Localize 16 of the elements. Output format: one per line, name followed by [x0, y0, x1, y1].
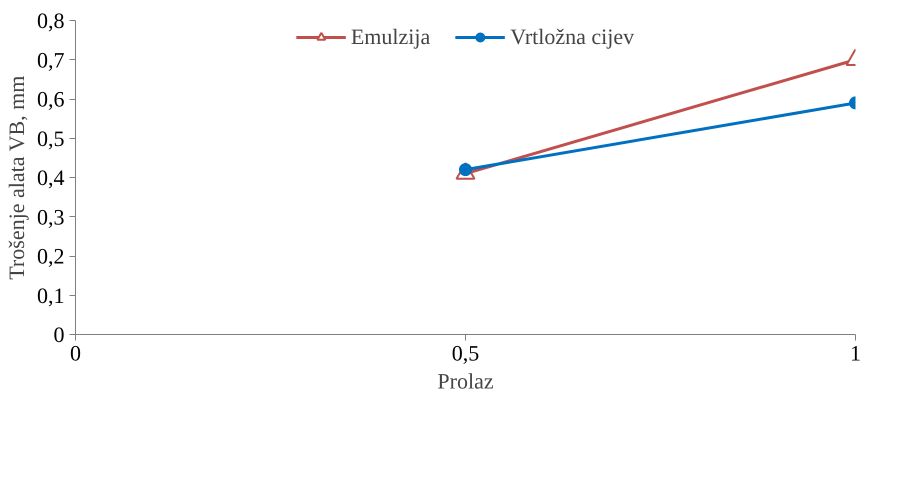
- y-tick-label: 0,3: [37, 204, 64, 230]
- y-tick-label: 0,5: [37, 126, 64, 151]
- legend-label: Emulzija: [350, 24, 430, 50]
- legend-label: Vrtložna cijev: [510, 24, 634, 50]
- y-tick-label: 0,6: [37, 86, 64, 112]
- x-tick-label: 1: [850, 340, 861, 366]
- x-tick-label: 0: [70, 340, 81, 366]
- y-tick-label: 0,8: [37, 8, 64, 33]
- y-tick-label: 0,4: [37, 165, 64, 190]
- x-tick-label: 0,5: [452, 340, 480, 366]
- x-axis-title: Prolaz: [437, 368, 494, 394]
- y-tick-label: 0,2: [37, 244, 64, 268]
- y-tick-label: 0,1: [37, 282, 64, 308]
- y-axis-title: Trošenje alata VB, mm: [4, 76, 29, 280]
- y-tick-label: 0: [54, 322, 64, 347]
- y-tick-label: 0,7: [37, 47, 64, 72]
